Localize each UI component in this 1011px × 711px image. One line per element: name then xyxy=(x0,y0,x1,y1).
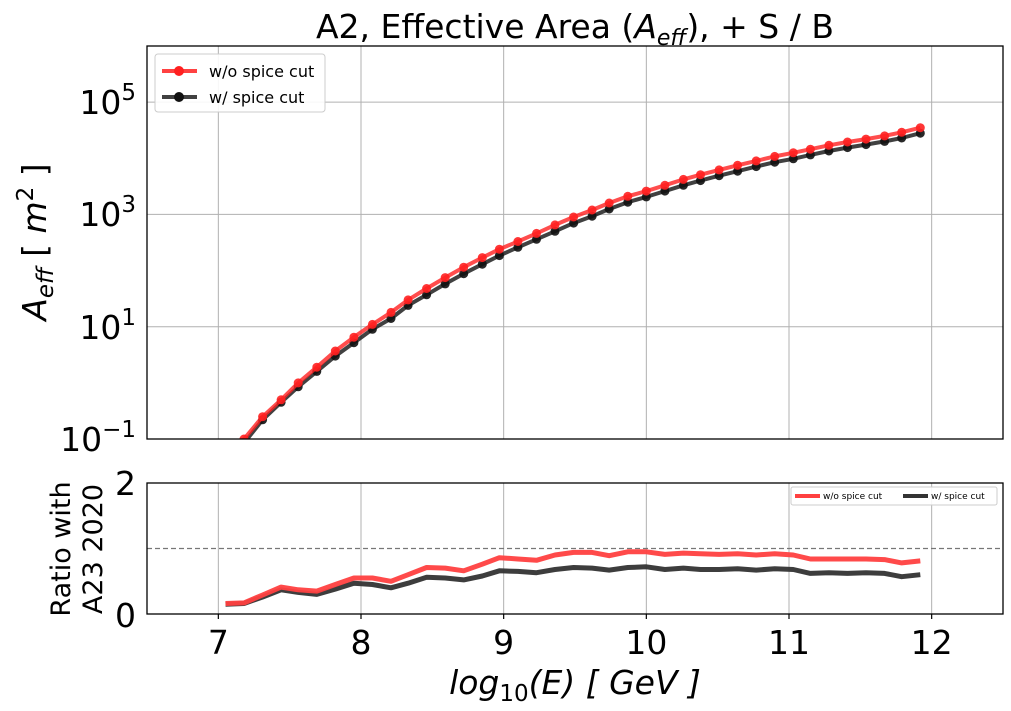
y-tick-label: 10−1 xyxy=(60,417,136,459)
bottom-legend: w/o spice cut w/ spice cut xyxy=(790,486,998,506)
x-tick-label: 12 xyxy=(911,623,953,662)
data-point xyxy=(550,226,560,236)
data-point xyxy=(532,228,541,238)
data-point xyxy=(714,165,724,175)
x-tick-label: 7 xyxy=(208,623,229,662)
data-point xyxy=(660,180,670,190)
data-point xyxy=(641,186,651,196)
top-legend: w/o spice cut w/ spice cut xyxy=(154,53,326,113)
data-point xyxy=(312,362,322,372)
y-tick-label: 101 xyxy=(79,305,136,347)
top-axes-frame xyxy=(146,45,1004,440)
legend-label: w/o spice cut xyxy=(823,492,883,502)
data-point xyxy=(604,198,614,208)
data-point xyxy=(897,127,907,137)
top-plot-panel: 10−1 101 103 105 Aeff [ m2 ] w/o spice c… xyxy=(13,45,1004,473)
data-point xyxy=(513,237,523,246)
y-tick-label: 0 xyxy=(115,596,136,635)
data-point xyxy=(751,156,761,166)
data-point xyxy=(440,279,450,289)
data-point xyxy=(422,284,432,293)
data-point xyxy=(422,290,432,300)
data-point xyxy=(221,464,230,473)
legend-label: w/o spice cut xyxy=(209,62,314,81)
legend-box xyxy=(154,53,326,113)
data-point xyxy=(587,211,597,221)
bottom-series-layer xyxy=(225,549,921,607)
data-point xyxy=(293,378,303,388)
legend-marker-w xyxy=(174,92,184,102)
ratio-line-wo-spice-cut xyxy=(225,549,921,606)
legend-label: w/ spice cut xyxy=(209,88,304,107)
data-point xyxy=(915,123,925,133)
data-point xyxy=(678,174,688,184)
data-point xyxy=(221,460,230,469)
x-axis-label: log10(E) [ GeV ] xyxy=(449,663,701,707)
data-point xyxy=(494,244,504,254)
x-tick-label: 10 xyxy=(625,623,667,662)
data-point xyxy=(330,346,340,356)
data-point xyxy=(403,295,413,305)
data-point xyxy=(239,434,249,439)
data-point xyxy=(477,259,487,269)
data-point xyxy=(494,251,504,261)
series-line-w-spice-cut xyxy=(244,131,921,439)
data-point xyxy=(861,134,871,144)
data-point xyxy=(733,160,743,170)
legend-label: w/ spice cut xyxy=(931,492,985,502)
data-point xyxy=(843,137,852,147)
y-tick-label: 105 xyxy=(79,80,136,122)
x-tick-label: 11 xyxy=(768,623,810,662)
top-series-layer xyxy=(221,123,925,473)
bottom-axes-frame xyxy=(146,482,1004,615)
data-point xyxy=(349,332,359,342)
ratio-line-w-spice-cut xyxy=(225,564,921,607)
y-axis-label: Aeff [ m2 ] xyxy=(13,163,59,322)
data-point xyxy=(386,307,396,317)
data-point xyxy=(440,273,450,283)
x-tick-label: 8 xyxy=(351,623,372,662)
data-point xyxy=(459,269,469,279)
x-tick-labels: 7 8 9 10 11 12 xyxy=(208,614,953,662)
y-axis-label-line2: A23 2020 xyxy=(78,484,109,614)
data-point xyxy=(550,220,560,230)
data-point xyxy=(477,253,487,263)
data-point xyxy=(805,144,815,154)
data-point xyxy=(788,148,798,158)
data-point xyxy=(569,212,579,222)
series-line-wo-spice-cut xyxy=(241,125,921,439)
data-point xyxy=(623,191,633,201)
legend-box xyxy=(790,486,998,506)
y-tick-label: 2 xyxy=(115,464,136,503)
data-point xyxy=(696,170,705,180)
data-point xyxy=(459,262,469,272)
data-point xyxy=(587,205,597,215)
y-tick-label: 103 xyxy=(79,192,136,234)
data-point xyxy=(824,140,834,150)
data-point xyxy=(241,438,247,439)
data-point xyxy=(367,319,377,329)
chart-title: A2, Effective Area (Aeff), + S / B xyxy=(316,7,834,51)
data-point xyxy=(276,395,286,405)
data-point xyxy=(770,151,780,161)
data-point xyxy=(258,412,268,422)
y-axis-label-line1: Ratio with xyxy=(46,481,77,616)
legend-marker-wo xyxy=(174,66,184,76)
data-point xyxy=(880,131,890,141)
x-tick-label: 9 xyxy=(493,623,514,662)
bottom-plot-panel: 2 0 Ratio with A23 2020 7 8 9 10 11 12 log10(… xyxy=(46,464,1004,707)
